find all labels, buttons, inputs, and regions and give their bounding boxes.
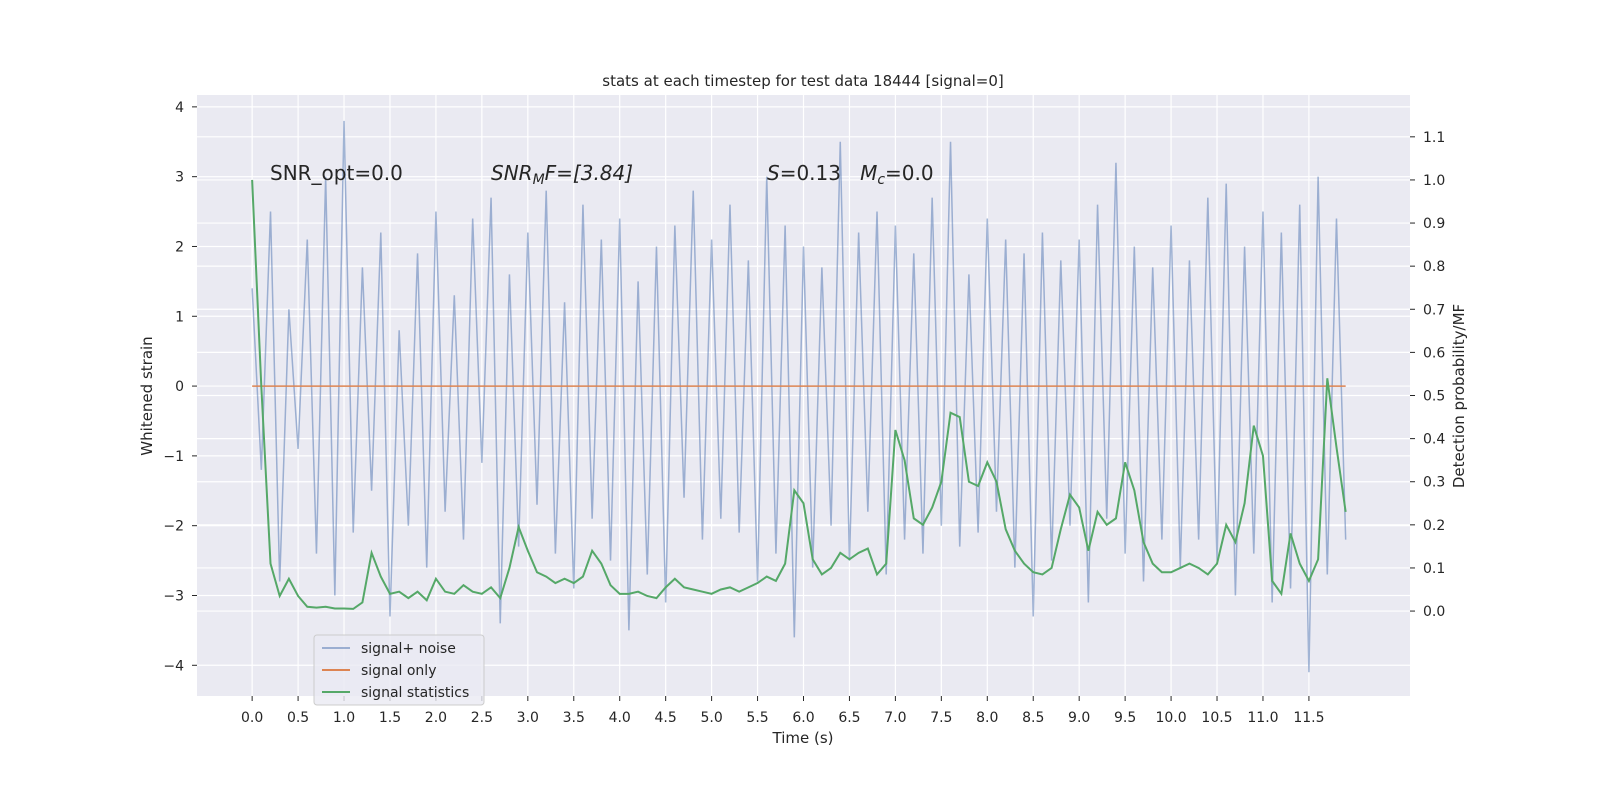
x-tick-label: 11.0 [1247, 710, 1278, 726]
x-tick-label: 10.0 [1155, 710, 1186, 726]
x-tick-label: 4.0 [609, 710, 631, 726]
x-tick-label: 8.0 [976, 710, 998, 726]
annotation: S=0.13 Mc=0.0 [767, 161, 934, 188]
legend-label: signal+ noise [361, 641, 456, 657]
annotation-part: M [860, 161, 877, 185]
x-tick-label: 6.5 [838, 710, 860, 726]
y2-tick-label: 1.1 [1423, 130, 1445, 146]
y2-tick-label: 0.0 [1423, 604, 1445, 620]
y-tick-label: −1 [163, 449, 184, 465]
annotation-part: c [877, 172, 885, 188]
annotation-part: SNR [491, 161, 533, 185]
x-tick-label: 7.0 [884, 710, 906, 726]
legend-label: signal only [361, 663, 436, 679]
y2-tick-label: 0.5 [1423, 389, 1445, 405]
x-tick-label: 7.5 [930, 710, 952, 726]
x-tick-label: 9.5 [1114, 710, 1136, 726]
annotation-part: M [533, 172, 545, 188]
y-tick-label: 1 [175, 309, 184, 325]
y2-tick-label: 1.0 [1423, 173, 1445, 189]
foreground: 0.0 0.5 1.0 1.5 2.0 2.5 3.0 3.5 4.0 4.5 5.0 5.5 6.0 6… [163, 100, 1445, 726]
x-tick-label: 4.5 [655, 710, 677, 726]
x-tick-label: 10.5 [1201, 710, 1232, 726]
y2-tick-label: 0.6 [1423, 345, 1445, 361]
x-tick-label: 1.0 [333, 710, 355, 726]
x-tick-label: 3.5 [563, 710, 585, 726]
x-axis-label: Time (s) [772, 729, 834, 747]
annotation: SNRMF=[3.84] [491, 161, 633, 188]
y-tick-label: 0 [175, 379, 184, 395]
series-line [251, 120, 1347, 673]
grid [197, 95, 1410, 696]
x-tick-label: 5.5 [746, 710, 768, 726]
y2-tick-label: 0.1 [1423, 561, 1445, 577]
x-tick-label: 6.0 [792, 710, 814, 726]
lines [251, 120, 1347, 673]
y-tick-label: −4 [163, 658, 184, 674]
y-axis-label: Whitened strain [138, 336, 156, 455]
y2-tick-label: 0.4 [1423, 432, 1445, 448]
y-tick-label: 4 [175, 100, 184, 116]
y-tick-label: −3 [163, 588, 184, 604]
y-tick-label: 2 [175, 239, 184, 255]
chart-title: stats at each timestep for test data 184… [602, 72, 1003, 90]
annotation-part: =0.0 [885, 161, 934, 185]
annotation: SNR_opt=0.0 [270, 161, 403, 185]
annotation-part: F=[3.84] [545, 161, 633, 185]
x-tick-label: 0.0 [241, 710, 263, 726]
annotation-part: SNR_opt=0.0 [270, 161, 403, 185]
y2-tick-label: 0.7 [1423, 302, 1445, 318]
y2-axis-label: Detection probability/MF [1450, 304, 1468, 488]
annotation-part: S [767, 161, 780, 185]
x-tick-label: 5.0 [700, 710, 722, 726]
y-tick-label: 3 [175, 170, 184, 186]
x-tick-label: 3.0 [517, 710, 539, 726]
y-tick-label: −2 [163, 519, 184, 535]
x-tick-label: 9.0 [1068, 710, 1090, 726]
annotation-part: =0.13 [780, 161, 860, 185]
y2-tick-label: 0.8 [1423, 259, 1445, 275]
x-tick-label: 11.5 [1293, 710, 1324, 726]
legend-box [313, 634, 485, 706]
x-tick-label: 2.0 [425, 710, 447, 726]
y2-tick-label: 0.3 [1423, 475, 1445, 491]
x-tick-label: 2.5 [471, 710, 493, 726]
legend-label: signal statistics [361, 685, 469, 701]
x-tick-label: 1.5 [379, 710, 401, 726]
x-tick-label: 0.5 [287, 710, 309, 726]
y2-tick-label: 0.2 [1423, 518, 1445, 534]
y2-tick-label: 0.9 [1423, 216, 1445, 232]
series-line [251, 179, 1347, 610]
x-tick-label: 8.5 [1022, 710, 1044, 726]
